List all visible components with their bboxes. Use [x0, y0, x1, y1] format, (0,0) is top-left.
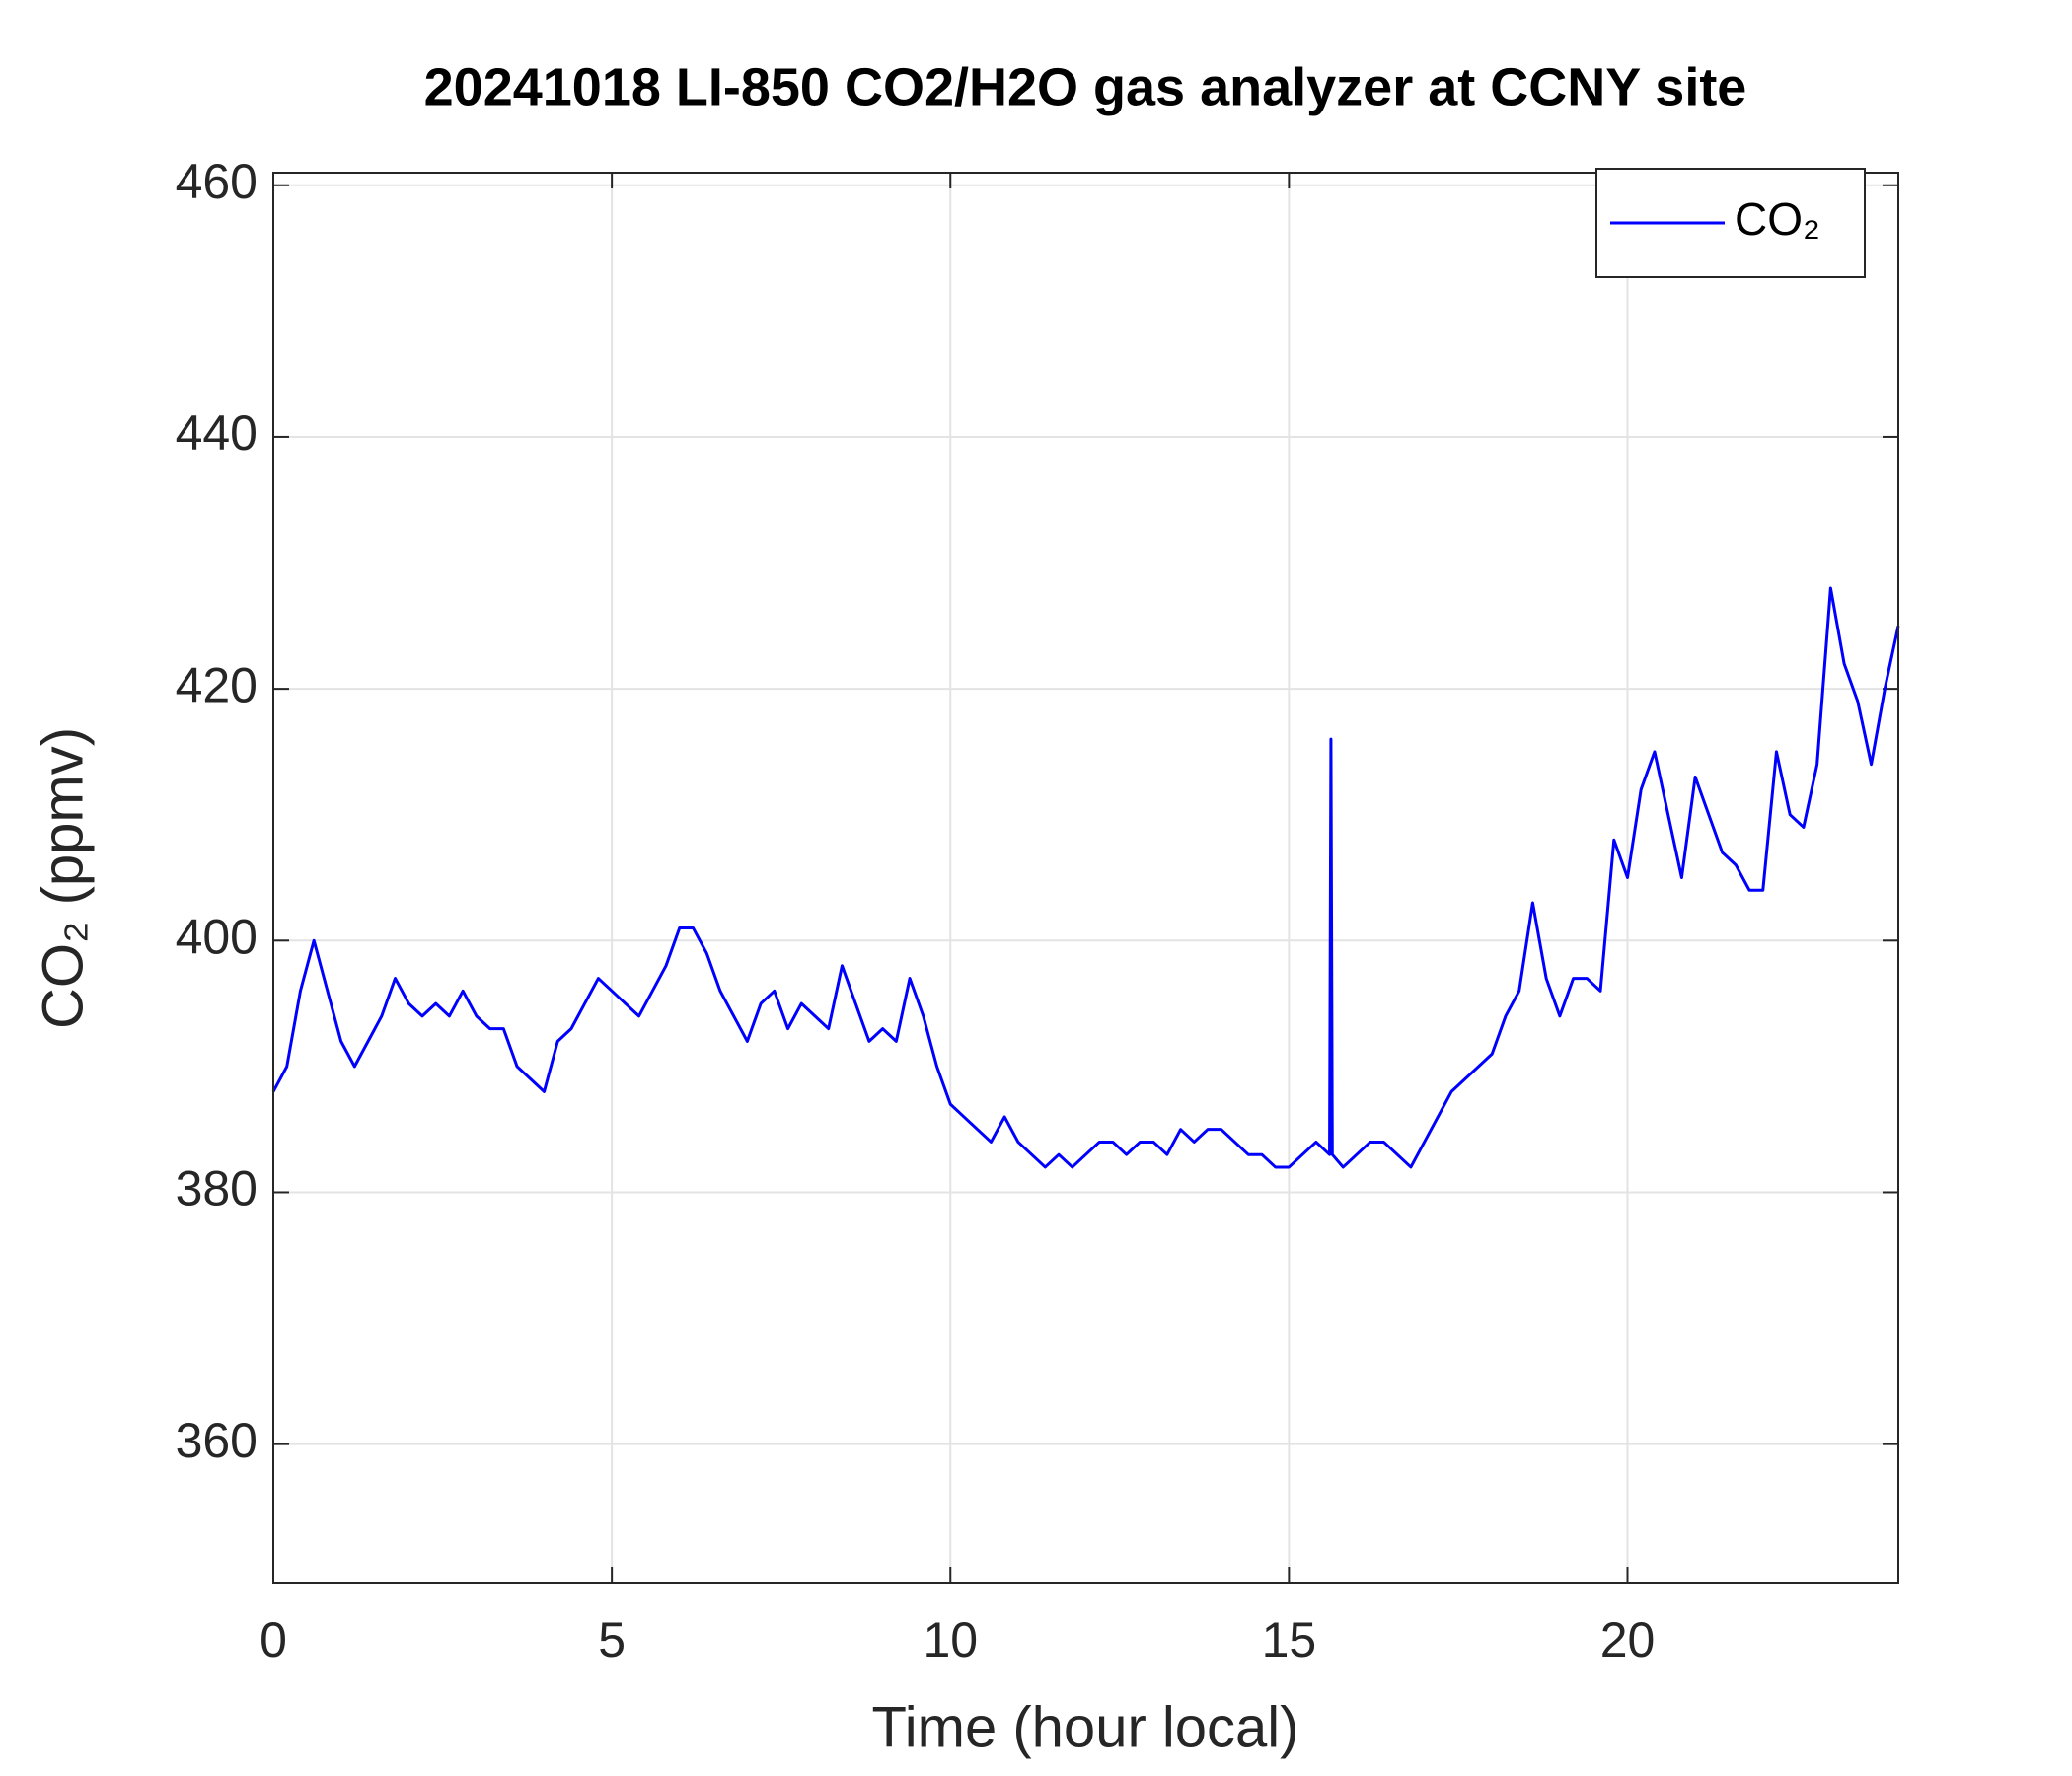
x-tick-label: 0 — [259, 1612, 287, 1667]
chart-title: 20241018 LI-850 CO2/H2O gas analyzer at … — [424, 57, 1747, 116]
x-tick-label: 15 — [1262, 1612, 1317, 1667]
y-axis-label: CO₂ (ppmv) — [31, 727, 95, 1029]
data-line — [271, 586, 1900, 1169]
y-tick-label: 420 — [176, 657, 258, 712]
x-axis-label: Time (hour local) — [872, 1695, 1299, 1759]
x-tick-label: 20 — [1600, 1612, 1656, 1667]
y-tick-label: 460 — [176, 154, 258, 209]
y-tick-label: 360 — [176, 1413, 258, 1468]
legend: CO₂ — [1595, 168, 1866, 278]
axes-box — [272, 172, 1899, 1584]
x-tick-label: 5 — [598, 1612, 626, 1667]
x-tick-label: 10 — [923, 1612, 978, 1667]
y-tick-label: 440 — [176, 406, 258, 461]
y-tick-label: 400 — [176, 909, 258, 964]
y-tick-label: 380 — [176, 1161, 258, 1217]
legend-label: CO₂ — [1735, 193, 1820, 245]
